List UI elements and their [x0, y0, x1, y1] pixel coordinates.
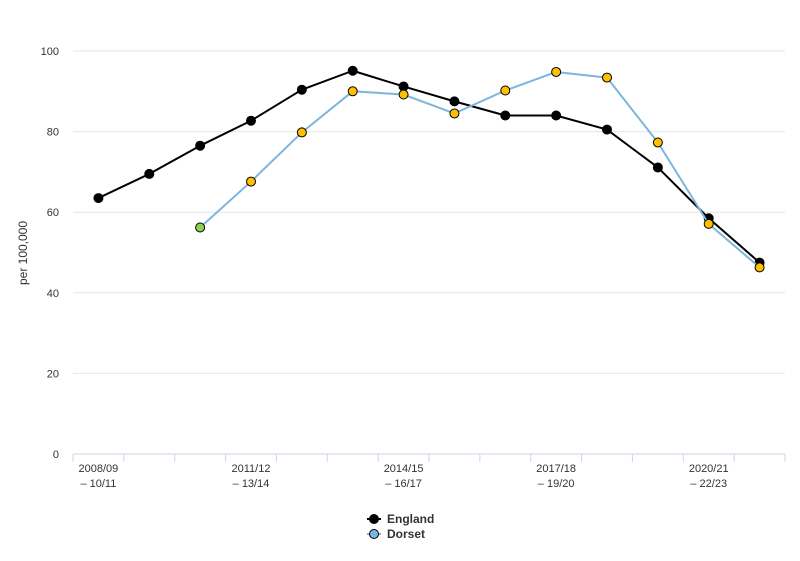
y-tick-label: 100	[41, 46, 59, 58]
data-point-dorset[interactable]	[195, 222, 206, 233]
x-tick-label: 2020/21– 22/23	[689, 463, 729, 490]
data-point-england[interactable]	[144, 168, 155, 179]
series-layer	[93, 65, 765, 273]
data-point-england[interactable]	[296, 84, 307, 95]
y-axis: 0 20 40 60 80 100	[41, 46, 59, 461]
y-tick-label: 0	[53, 449, 59, 461]
y-tick-label: 40	[47, 288, 59, 300]
data-point-dorset[interactable]	[500, 85, 511, 96]
legend-item-england[interactable]: England	[367, 512, 434, 526]
data-point-england[interactable]	[602, 124, 612, 135]
x-tick-label: 2017/18– 19/20	[536, 463, 576, 490]
data-point-dorset[interactable]	[296, 127, 307, 138]
x-axis: 2008/09– 10/11 2011/12– 13/14 2014/15– 16/…	[72, 454, 786, 490]
data-point-dorset[interactable]	[703, 218, 714, 229]
legend-item-dorset[interactable]: Dorset	[367, 527, 425, 541]
legend-label: Dorset	[387, 527, 425, 541]
y-tick-label: 80	[47, 127, 59, 139]
x-tick-label: 2011/12– 13/14	[232, 463, 271, 490]
legend-marker	[369, 529, 379, 539]
data-point-dorset[interactable]	[398, 89, 409, 100]
data-point-england[interactable]	[449, 96, 460, 107]
series-england	[93, 65, 765, 268]
data-point-england[interactable]	[195, 140, 206, 151]
y-tick-label: 20	[47, 368, 59, 380]
series-line-dorset	[199, 70, 761, 269]
data-point-dorset[interactable]	[551, 66, 562, 77]
data-point-dorset[interactable]	[449, 108, 460, 119]
y-tick-label: 60	[47, 207, 59, 219]
x-tick-label: 2014/15– 16/17	[384, 463, 424, 490]
series-dorset	[195, 66, 765, 273]
data-point-england[interactable]	[500, 110, 511, 121]
grid-lines	[73, 50, 785, 455]
series-line-england	[97, 69, 761, 264]
data-point-dorset[interactable]	[246, 176, 256, 187]
data-point-england[interactable]	[93, 193, 104, 204]
data-point-england[interactable]	[551, 110, 562, 121]
data-point-england[interactable]	[652, 162, 663, 173]
data-point-england[interactable]	[347, 65, 358, 76]
data-point-dorset[interactable]	[754, 262, 765, 273]
data-point-dorset[interactable]	[652, 137, 663, 148]
y-axis-title: per 100,000	[16, 221, 30, 285]
data-point-dorset[interactable]	[347, 86, 358, 97]
data-point-england[interactable]	[246, 115, 256, 126]
legend-marker	[369, 514, 379, 524]
data-point-dorset[interactable]	[602, 72, 612, 83]
x-tick-label: 2008/09– 10/11	[79, 463, 119, 490]
legend-label: England	[387, 512, 434, 526]
